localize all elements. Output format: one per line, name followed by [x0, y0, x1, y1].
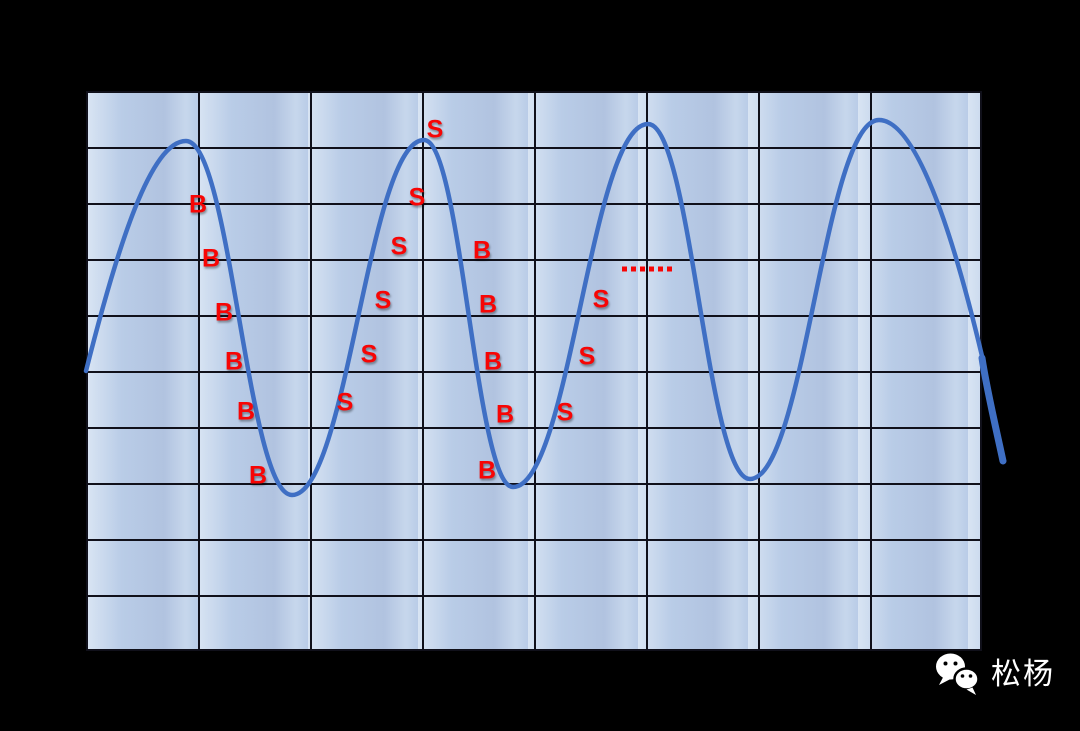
trade-marker-b: B: [201, 244, 221, 273]
continuation-dot: [649, 266, 654, 272]
trade-marker-b: B: [224, 347, 244, 376]
wechat-icon: [936, 653, 980, 695]
trade-marker-s: S: [374, 286, 392, 315]
trade-marker-b: B: [236, 397, 256, 426]
trade-marker-b: B: [483, 347, 503, 376]
watermark-text: 松杨: [991, 658, 1055, 691]
trade-marker-b: B: [495, 400, 515, 429]
trade-marker-s: S: [336, 388, 354, 417]
trade-marker-b: B: [477, 456, 497, 485]
continuation-dot: [640, 266, 645, 272]
continuation-dot: [631, 266, 636, 272]
trade-marker-b: B: [248, 461, 268, 490]
trade-marker-s: S: [408, 183, 426, 212]
continuation-dots: [622, 266, 672, 272]
trade-marker-s: S: [556, 398, 574, 427]
continuation-dot: [622, 266, 627, 272]
continuation-dot: [658, 266, 663, 272]
trade-marker-s: S: [426, 115, 444, 144]
trade-marker-b: B: [478, 290, 498, 319]
trade-marker-b: B: [472, 236, 492, 265]
watermark: 松杨: [934, 652, 1055, 698]
trade-marker-b: B: [188, 190, 208, 219]
trade-marker-s: S: [390, 232, 408, 261]
trade-marker-s: S: [578, 342, 596, 371]
trade-marker-s: S: [592, 285, 610, 314]
trade-marker-s: S: [360, 340, 378, 369]
trade-marker-b: B: [214, 298, 234, 327]
continuation-dot: [667, 266, 672, 272]
